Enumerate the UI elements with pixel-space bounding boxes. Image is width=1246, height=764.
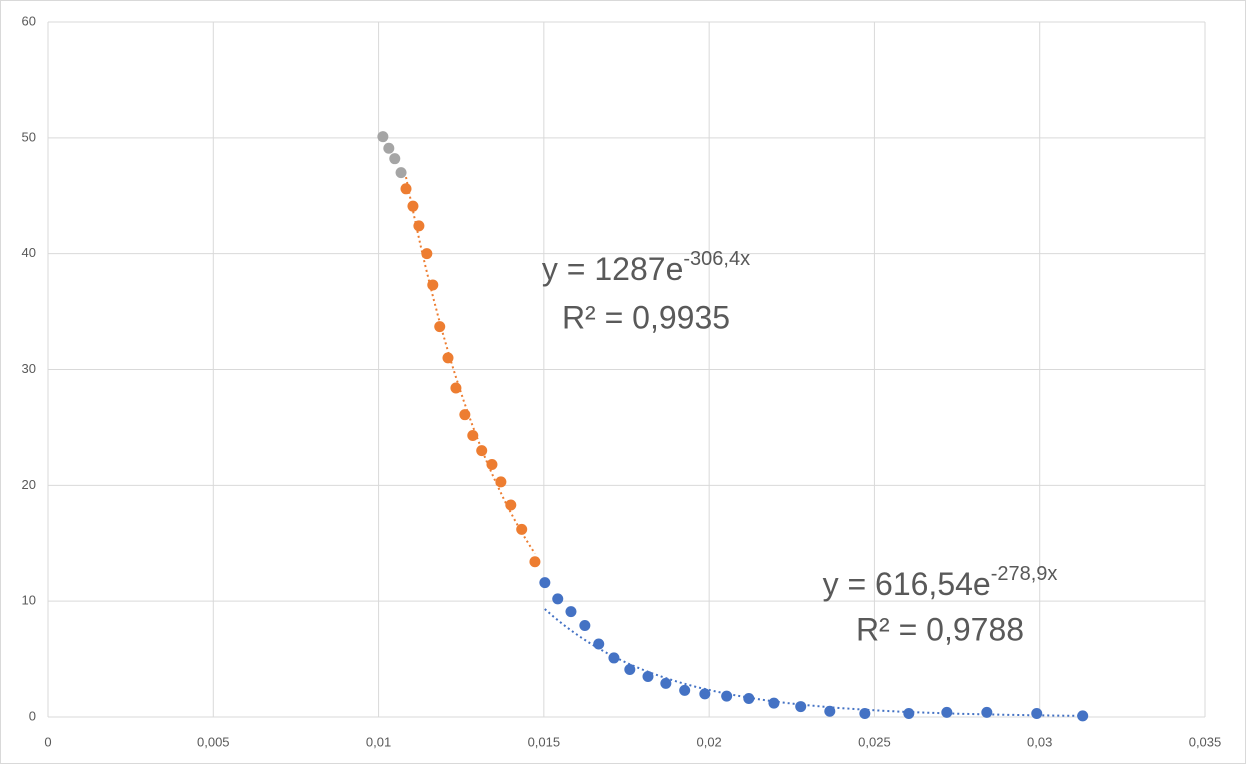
x-tick-label: 0,015: [528, 734, 561, 749]
x-tick-label: 0,035: [1189, 734, 1222, 749]
data-point: [389, 153, 401, 165]
data-point: [407, 200, 419, 212]
y-tick-label: 40: [22, 245, 36, 260]
x-tick-label: 0: [44, 734, 51, 749]
x-tick-label: 0,005: [197, 734, 230, 749]
data-point: [434, 321, 446, 333]
data-point: [495, 476, 507, 488]
y-tick-label: 30: [22, 361, 36, 376]
y-tick-label: 10: [22, 593, 36, 608]
data-point: [699, 688, 711, 700]
data-point: [377, 131, 389, 143]
x-tick-label: 0,02: [696, 734, 721, 749]
data-point: [624, 664, 636, 676]
equation-base: y = 1287e: [542, 251, 683, 287]
data-point: [1031, 708, 1043, 720]
equation-exponent: -306,4x: [683, 248, 750, 270]
data-point: [427, 279, 439, 291]
y-tick-label: 20: [22, 477, 36, 492]
data-point: [486, 458, 498, 470]
data-point: [476, 445, 488, 457]
data-point: [903, 708, 915, 720]
equation-exponent: -278,9x: [991, 563, 1058, 585]
data-point: [859, 708, 871, 720]
y-tick-label: 60: [22, 13, 36, 28]
data-point: [660, 677, 672, 689]
data-point: [459, 409, 471, 421]
equation-base: y = 616,54e: [823, 566, 991, 602]
data-point: [941, 706, 953, 718]
data-point: [721, 690, 733, 702]
trendline-equation: y = 1287e-306,4x: [542, 248, 750, 287]
trendline-r-squared: R² = 0,9935: [562, 299, 730, 335]
data-point: [981, 706, 993, 718]
data-point: [467, 430, 479, 442]
data-point: [565, 606, 577, 618]
data-point: [413, 220, 425, 232]
data-point: [400, 183, 412, 195]
x-tick-label: 0,025: [858, 734, 891, 749]
y-tick-label: 0: [29, 708, 36, 723]
data-point: [768, 697, 780, 709]
data-point: [516, 523, 528, 535]
data-point: [795, 701, 807, 713]
data-point: [450, 382, 462, 394]
trendline: [544, 608, 1083, 717]
data-point: [1077, 710, 1089, 722]
data-point: [442, 352, 454, 364]
data-point: [552, 593, 564, 605]
data-point: [824, 705, 836, 717]
x-tick-label: 0,01: [366, 734, 391, 749]
data-point: [529, 556, 541, 568]
x-tick-label: 0,03: [1027, 734, 1052, 749]
trendline-r-squared: R² = 0,9788: [856, 611, 1024, 647]
trendline: [405, 176, 536, 555]
data-point: [743, 692, 755, 704]
data-point: [608, 652, 620, 664]
data-point: [593, 638, 605, 650]
data-point: [642, 670, 654, 682]
data-point: [383, 142, 395, 154]
data-point: [579, 619, 591, 631]
data-point: [395, 167, 407, 179]
data-point: [505, 499, 517, 511]
y-tick-label: 50: [22, 129, 36, 144]
data-point: [421, 248, 433, 260]
data-point: [679, 684, 691, 696]
trendline-equation: y = 616,54e-278,9x: [823, 563, 1058, 602]
data-point: [539, 577, 551, 589]
